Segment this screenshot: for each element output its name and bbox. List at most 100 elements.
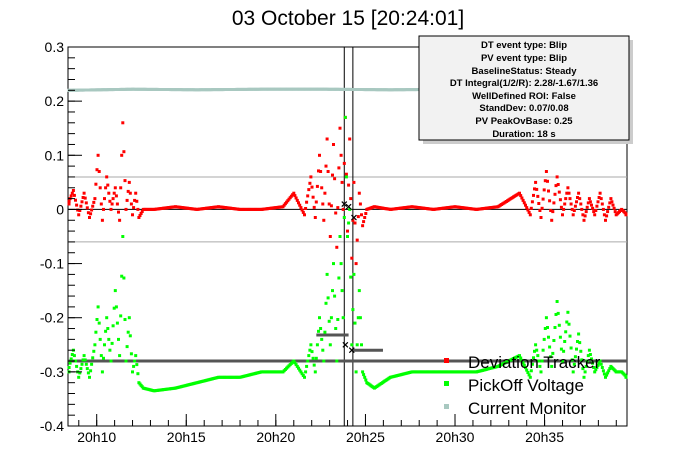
pickoff-voltage-point xyxy=(357,289,361,293)
pickoff-voltage-point xyxy=(120,274,124,278)
pickoff-voltage-point xyxy=(524,366,527,370)
pickoff-voltage-point xyxy=(90,362,94,366)
pickoff-voltage-point xyxy=(93,343,97,347)
deviation-tracker-point xyxy=(559,205,563,209)
deviation-tracker-point xyxy=(518,191,521,195)
deviation-tracker-point xyxy=(346,229,349,233)
deviation-tracker-point xyxy=(525,206,529,210)
pickoff-voltage-point xyxy=(554,313,558,316)
deviation-tracker-point xyxy=(292,191,296,195)
pickoff-voltage-point xyxy=(595,366,599,369)
pickoff-voltage-point xyxy=(539,370,543,374)
pickoff-voltage-point xyxy=(123,318,127,321)
pickoff-voltage-point xyxy=(535,348,539,352)
pickoff-voltage-point xyxy=(538,364,542,368)
pickoff-voltage-point xyxy=(339,262,343,266)
pickoff-voltage-point xyxy=(350,343,354,347)
y-tick-label: -0.2 xyxy=(40,310,64,326)
pickoff-voltage-point xyxy=(361,370,365,374)
deviation-tracker-point xyxy=(84,201,88,205)
pickoff-voltage-point xyxy=(536,354,540,358)
pickoff-voltage-point xyxy=(313,370,317,374)
pickoff-voltage-point xyxy=(544,316,548,320)
pickoff-voltage-point xyxy=(573,355,577,359)
pickoff-voltage-point xyxy=(578,341,582,345)
series-pickoff-voltage xyxy=(67,115,628,393)
deviation-tracker-point xyxy=(354,262,358,266)
deviation-tracker-point xyxy=(306,194,310,198)
deviation-tracker-point xyxy=(115,202,119,206)
pickoff-voltage-point xyxy=(89,369,93,373)
pickoff-voltage-point xyxy=(556,311,560,315)
deviation-tracker-point xyxy=(599,197,603,201)
info-line: WellDefined ROI: False xyxy=(472,91,576,102)
pickoff-voltage-point xyxy=(292,359,296,363)
deviation-tracker-point xyxy=(300,208,304,212)
pickoff-voltage-point xyxy=(568,334,572,338)
pickoff-voltage-point xyxy=(526,371,530,374)
pickoff-voltage-point xyxy=(565,320,569,324)
deviation-tracker-point xyxy=(339,153,343,157)
deviation-tracker-point xyxy=(100,218,104,222)
deviation-tracker-point xyxy=(305,200,309,204)
pickoff-voltage-point xyxy=(338,235,342,238)
pickoff-voltage-point xyxy=(518,354,521,358)
deviation-tracker-point xyxy=(301,210,305,214)
pickoff-voltage-point xyxy=(608,367,612,371)
pickoff-voltage-point xyxy=(82,354,86,358)
deviation-tracker-point xyxy=(607,205,611,209)
deviation-tracker-point xyxy=(624,213,628,217)
pickoff-voltage-point xyxy=(111,324,115,328)
pickoff-voltage-point xyxy=(310,350,314,354)
pickoff-voltage-point xyxy=(79,367,83,371)
deviation-tracker-point xyxy=(522,201,526,205)
deviation-tracker-point xyxy=(597,196,601,199)
deviation-tracker-point xyxy=(336,206,340,210)
deviation-tracker-point xyxy=(612,206,616,210)
pickoff-voltage-point xyxy=(363,375,367,379)
deviation-tracker-point xyxy=(575,200,578,204)
pickoff-voltage-point xyxy=(591,361,595,365)
deviation-tracker-point xyxy=(113,186,117,190)
x-tick-label: 20h10 xyxy=(77,429,116,445)
deviation-tracker-point xyxy=(360,213,363,217)
info-line: PV PeakOvBase: 0.25 xyxy=(475,116,573,127)
deviation-tracker-point xyxy=(133,198,137,202)
pickoff-voltage-point xyxy=(298,368,302,372)
pickoff-voltage-point xyxy=(121,235,125,238)
deviation-tracker-point xyxy=(579,202,583,206)
pickoff-voltage-point xyxy=(588,353,592,356)
event-window xyxy=(343,47,354,426)
pickoff-voltage-point xyxy=(576,340,579,343)
pickoff-voltage-point xyxy=(529,369,533,373)
pickoff-voltage-point xyxy=(115,321,119,325)
x-tick-label: 20h25 xyxy=(346,429,385,445)
deviation-tracker-point xyxy=(97,170,101,173)
deviation-tracker-point xyxy=(557,190,561,194)
pickoff-voltage-point xyxy=(125,345,129,349)
deviation-tracker-point xyxy=(586,201,590,205)
deviation-tracker-point xyxy=(331,173,334,177)
deviation-tracker-point xyxy=(556,183,560,186)
baseline-segments xyxy=(68,333,627,363)
pickoff-voltage-point xyxy=(360,343,363,347)
pickoff-voltage-point xyxy=(301,374,305,377)
deviation-tracker-point xyxy=(81,196,85,199)
deviation-tracker-point xyxy=(77,213,81,217)
pickoff-voltage-point xyxy=(600,366,604,369)
deviation-tracker-point xyxy=(315,184,319,188)
deviation-tracker-point xyxy=(293,194,297,198)
pickoff-voltage-point xyxy=(299,370,303,374)
deviation-tracker-point xyxy=(120,153,124,157)
x-tick-label: 20h20 xyxy=(256,429,295,445)
legend-swatch-deviation xyxy=(444,358,449,363)
pickoff-voltage-point xyxy=(346,235,349,238)
deviation-tracker-point xyxy=(572,209,576,212)
pickoff-voltage-point xyxy=(70,353,74,356)
x-axis: 20h10 20h15 20h20 20h25 20h30 20h35 xyxy=(77,414,617,445)
pickoff-voltage-point xyxy=(558,335,562,339)
deviation-tracker-point xyxy=(527,210,531,214)
pickoff-voltage-point xyxy=(135,363,139,367)
info-line: DT Integral(1/2/R): 2.28/-1.67/1.36 xyxy=(450,78,598,89)
pickoff-voltage-point xyxy=(311,356,315,360)
